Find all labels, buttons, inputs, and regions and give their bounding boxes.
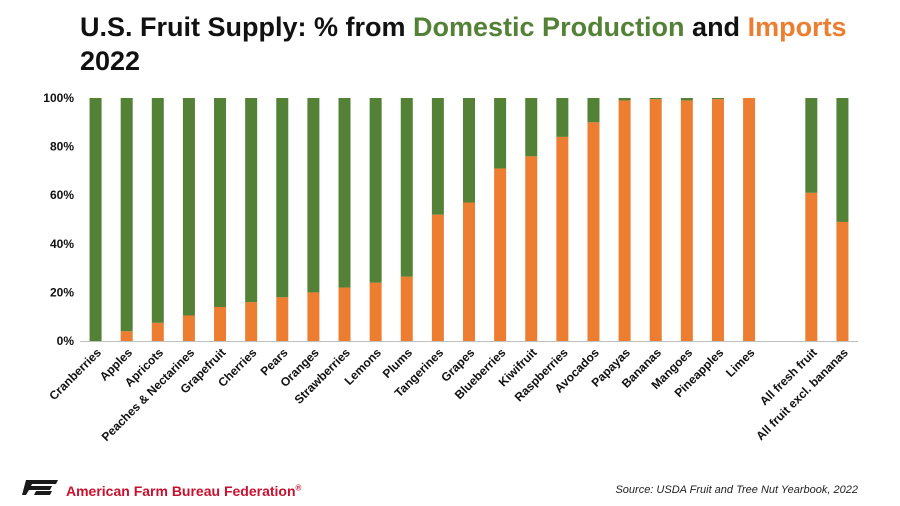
bar-imports-15 [556, 136, 569, 341]
title-domestic-word: Domestic Production [413, 12, 685, 42]
chart-title: U.S. Fruit Supply: % from Domestic Produ… [80, 10, 880, 78]
bar-domestic-8 [338, 98, 351, 288]
source-note: Source: USDA Fruit and Tree Nut Yearbook… [615, 484, 858, 496]
bar-domestic-19 [680, 98, 693, 101]
bar-imports-23 [805, 192, 818, 341]
bar-imports-2 [151, 322, 164, 341]
bar-imports-18 [649, 99, 662, 341]
y-tick-label-3: 60% [50, 188, 74, 202]
bar-domestic-10 [400, 98, 413, 277]
bar-domestic-3 [182, 98, 195, 316]
y-axis: 0% 20% 40% 60% 80% 100% [43, 91, 74, 348]
bar-domestic-15 [556, 98, 569, 137]
x-tick-label-21: Limes [723, 345, 758, 380]
bar-imports-16 [587, 122, 600, 341]
bar-domestic-13 [494, 98, 507, 169]
bar-domestic-6 [276, 98, 289, 298]
bar-domestic-14 [525, 98, 538, 157]
bar-domestic-18 [649, 98, 662, 100]
bar-imports-12 [463, 202, 475, 341]
title-part2: and [684, 12, 748, 42]
bar-imports-14 [525, 156, 538, 341]
y-tick-label-2: 40% [50, 237, 74, 251]
bar-imports-13 [494, 168, 507, 341]
bar-domestic-1 [120, 98, 133, 332]
y-tick-label-1: 20% [50, 285, 74, 299]
org-registered-mark: ® [295, 483, 302, 493]
y-tick-label-5: 100% [43, 91, 74, 105]
bar-domestic-4 [214, 98, 227, 307]
bar-imports-1 [120, 331, 133, 341]
bar-imports-6 [276, 297, 289, 341]
bar-domestic-16 [587, 98, 600, 123]
title-imports-word: Imports [747, 12, 847, 42]
bar-domestic-24 [836, 98, 849, 222]
bar-imports-3 [182, 315, 195, 341]
title-year: 2022 [80, 46, 141, 76]
bar-domestic-2 [151, 98, 164, 323]
bar-imports-9 [369, 282, 382, 341]
bar-domestic-7 [307, 98, 320, 293]
bar-domestic-17 [618, 98, 631, 101]
bar-domestic-5 [245, 98, 258, 303]
organization-name: American Farm Bureau Federation® [66, 483, 301, 499]
stacked-bar-chart: 0% 20% 40% 60% 80% 100% CranberriesApplesApri… [43, 91, 858, 444]
bar-domestic-11 [431, 98, 444, 215]
bar-imports-20 [711, 99, 724, 341]
bar-imports-24 [836, 221, 849, 341]
bar-imports-10 [400, 276, 413, 341]
bar-domestic-20 [711, 98, 724, 100]
bar-imports-11 [431, 214, 444, 341]
org-label: American Farm Bureau Federation [66, 483, 296, 499]
afbf-logo-icon [22, 480, 58, 495]
bar-imports-21 [743, 98, 756, 341]
bar-imports-8 [338, 287, 351, 341]
bars-group [89, 98, 849, 342]
bar-domestic-23 [805, 98, 818, 193]
y-tick-label-0: 0% [57, 334, 75, 348]
bar-imports-4 [214, 306, 227, 341]
title-part1: U.S. Fruit Supply: % from [80, 12, 414, 42]
bar-imports-17 [618, 100, 631, 342]
bar-domestic-0 [89, 98, 102, 341]
bar-imports-19 [680, 100, 693, 342]
bar-imports-5 [245, 302, 258, 341]
bar-domestic-9 [369, 98, 382, 283]
x-tick-label-0: Cranberries [46, 345, 104, 403]
y-tick-label-4: 80% [50, 140, 74, 154]
bar-imports-7 [307, 292, 320, 341]
bar-domestic-12 [463, 98, 475, 203]
